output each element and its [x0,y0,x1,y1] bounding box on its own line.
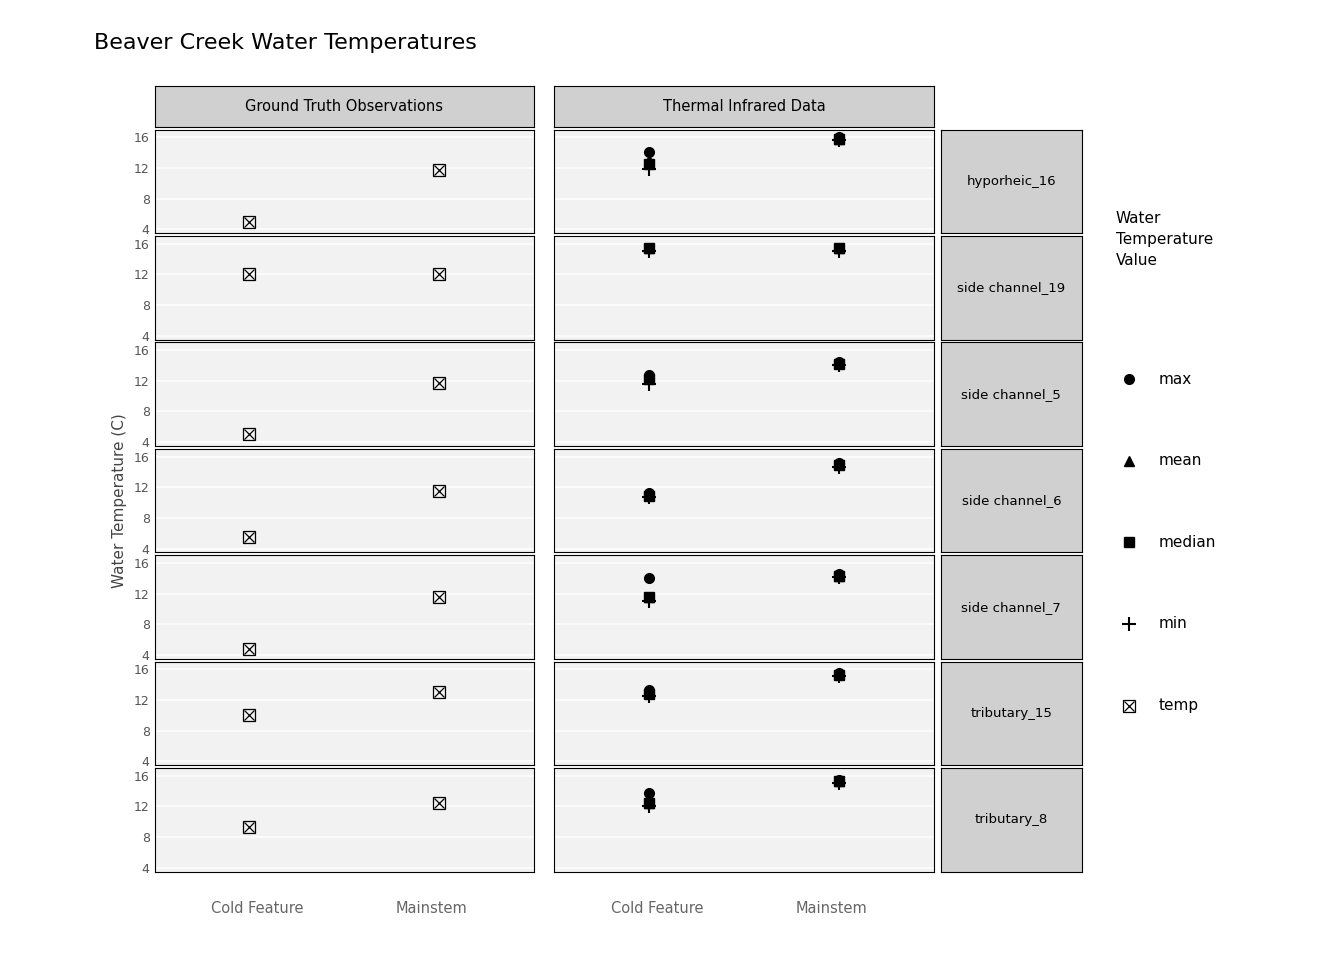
Text: Mainstem: Mainstem [396,900,468,916]
Text: Cold Feature: Cold Feature [211,900,304,916]
Text: side channel_19: side channel_19 [957,281,1066,295]
Text: Thermal Infrared Data: Thermal Infrared Data [663,99,825,114]
Text: Mainstem: Mainstem [796,900,867,916]
Text: Cold Feature: Cold Feature [610,900,703,916]
Text: mean: mean [1159,453,1202,468]
Text: Ground Truth Observations: Ground Truth Observations [246,99,444,114]
Text: side channel_5: side channel_5 [961,388,1062,400]
Text: tributary_8: tributary_8 [974,813,1048,827]
Text: tributary_15: tributary_15 [970,707,1052,720]
Text: hyporheic_16: hyporheic_16 [966,175,1056,188]
Text: max: max [1159,372,1192,387]
Text: Beaver Creek Water Temperatures: Beaver Creek Water Temperatures [94,34,477,53]
Text: Water
Temperature
Value: Water Temperature Value [1116,211,1212,268]
Text: temp: temp [1159,698,1199,713]
Text: median: median [1159,535,1216,550]
Text: side channel_6: side channel_6 [961,494,1062,507]
Text: min: min [1159,616,1187,632]
Text: side channel_7: side channel_7 [961,601,1062,613]
Y-axis label: Water Temperature (C): Water Temperature (C) [112,413,126,588]
